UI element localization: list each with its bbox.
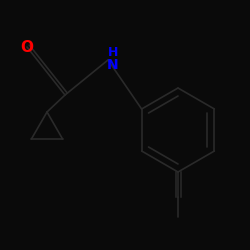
Text: O: O: [20, 40, 34, 54]
Text: H: H: [108, 46, 118, 59]
Text: N: N: [107, 58, 119, 72]
